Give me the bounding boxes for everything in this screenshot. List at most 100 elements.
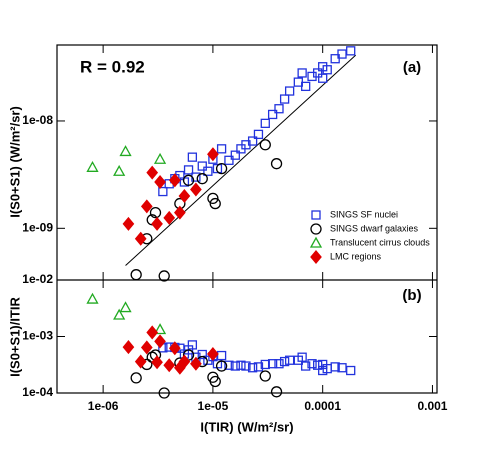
- point: [119, 145, 132, 157]
- point: [215, 162, 228, 175]
- point: [151, 355, 163, 370]
- point: [158, 387, 170, 399]
- point: [284, 355, 295, 365]
- point: [119, 301, 132, 313]
- point: [154, 174, 166, 190]
- point: [187, 340, 198, 350]
- point: [163, 358, 176, 373]
- point: [207, 346, 219, 362]
- point: [207, 192, 219, 205]
- point: [247, 136, 258, 146]
- point: [247, 363, 258, 373]
- legend-label: LMC regions: [330, 251, 382, 261]
- point: [274, 359, 284, 369]
- point: [259, 139, 271, 151]
- point: [284, 86, 295, 96]
- point: [151, 216, 163, 231]
- point: [146, 325, 159, 340]
- point: [253, 362, 264, 372]
- legend-label: SINGS SF nuclei: [330, 209, 398, 219]
- legend-marker: [311, 210, 321, 220]
- point: [230, 361, 240, 371]
- point: [174, 205, 186, 220]
- point: [168, 341, 181, 356]
- point: [301, 361, 311, 371]
- point: [313, 68, 323, 78]
- point: [337, 363, 347, 373]
- point: [301, 81, 311, 92]
- point: [267, 359, 278, 369]
- x-tick-label: 0.0001: [304, 399, 341, 413]
- point: [260, 359, 270, 370]
- legend-marker: [310, 223, 322, 235]
- point: [86, 292, 99, 304]
- x-axis-label: I(TIR) (W/m²/sr): [200, 419, 293, 434]
- point: [153, 323, 167, 335]
- point: [274, 104, 284, 114]
- point: [346, 365, 356, 376]
- point: [297, 68, 307, 78]
- legend-marker: [310, 249, 322, 265]
- point: [149, 206, 162, 219]
- point: [113, 308, 126, 320]
- point: [313, 360, 323, 370]
- point: [190, 182, 202, 197]
- point: [130, 372, 142, 384]
- point: [183, 165, 194, 175]
- point: [307, 359, 317, 369]
- point: [330, 362, 340, 372]
- point: [270, 386, 283, 398]
- fit-line: [125, 54, 357, 266]
- point: [346, 46, 356, 56]
- point: [216, 144, 227, 154]
- point: [196, 173, 208, 185]
- point: [224, 155, 234, 165]
- y-tick-label: 1e-04: [22, 385, 53, 399]
- point: [241, 361, 251, 371]
- y-axis-label: I(S0+S1) (W/m²/sr): [7, 106, 22, 218]
- point: [216, 350, 227, 361]
- point: [134, 354, 147, 369]
- point: [134, 231, 147, 246]
- point: [178, 354, 191, 369]
- frame: [56, 44, 438, 394]
- panel-label: (a): [403, 59, 421, 76]
- point: [318, 73, 328, 83]
- point: [236, 360, 246, 370]
- point: [190, 356, 202, 371]
- point: [209, 197, 221, 210]
- point: [224, 360, 234, 370]
- x-tick-label: 1e-05: [198, 399, 229, 413]
- point: [178, 188, 191, 204]
- point: [187, 152, 198, 162]
- point: [297, 352, 307, 362]
- y-axis-label: I(S0+S1)/ITIR: [7, 296, 22, 376]
- point: [146, 165, 159, 180]
- point: [113, 164, 126, 176]
- point: [330, 54, 340, 64]
- point: [230, 150, 240, 160]
- point: [140, 199, 153, 214]
- point: [122, 340, 135, 355]
- point: [122, 216, 135, 231]
- point: [260, 118, 270, 129]
- point: [154, 334, 166, 349]
- point: [267, 109, 278, 120]
- point: [270, 158, 283, 170]
- x-tick-label: 0.001: [417, 399, 447, 413]
- panel-label: (b): [402, 287, 421, 304]
- point: [203, 166, 213, 176]
- point: [337, 49, 347, 59]
- annotation: R = 0.92: [80, 57, 145, 76]
- point: [318, 359, 328, 370]
- point: [212, 163, 223, 174]
- point: [209, 375, 221, 388]
- point: [153, 152, 167, 164]
- legend-label: SINGS dwarf galaxies: [330, 223, 419, 233]
- point: [279, 356, 290, 367]
- point: [197, 349, 207, 360]
- point: [207, 147, 219, 162]
- y-tick-label: 1e-08: [22, 113, 53, 127]
- legend-marker: [309, 236, 323, 248]
